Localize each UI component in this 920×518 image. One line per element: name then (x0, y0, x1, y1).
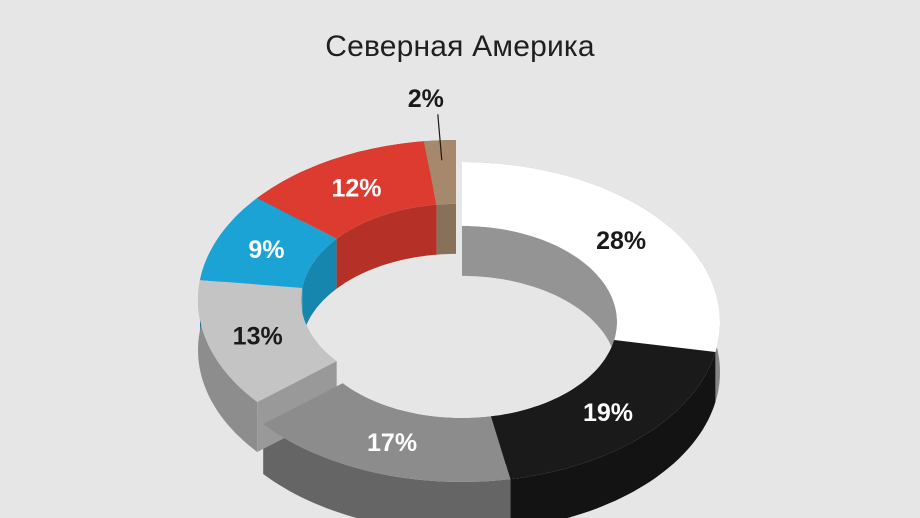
slice-top-12pct (257, 141, 437, 239)
slice-label: 9% (248, 236, 284, 264)
slice-label: 17% (367, 429, 417, 457)
slice-outer-wall (510, 352, 716, 518)
slice-outer-wall (198, 280, 258, 452)
slice-top-13pct (198, 280, 337, 402)
slice-top-19pct (491, 340, 716, 480)
slice-inner-wall (436, 203, 456, 255)
slice-label: 13% (233, 322, 283, 350)
slice-label: 12% (331, 174, 381, 202)
slice-top-17pct (263, 383, 511, 482)
slice-leader-line (437, 114, 443, 161)
slice-inner-wall (302, 238, 337, 338)
chart-title: Северная Америка (325, 30, 595, 63)
slice-outer-wall (263, 424, 511, 518)
slice-top-2pct (423, 140, 456, 205)
slice-inner-wall (336, 204, 437, 289)
slice-label: 2% (408, 85, 444, 113)
slice-label: 19% (583, 399, 633, 427)
slice-label: 28% (596, 227, 646, 255)
slice-top-28pct (462, 162, 720, 352)
slice-inner-wall (462, 225, 617, 390)
slice-top-9pct (200, 198, 337, 288)
